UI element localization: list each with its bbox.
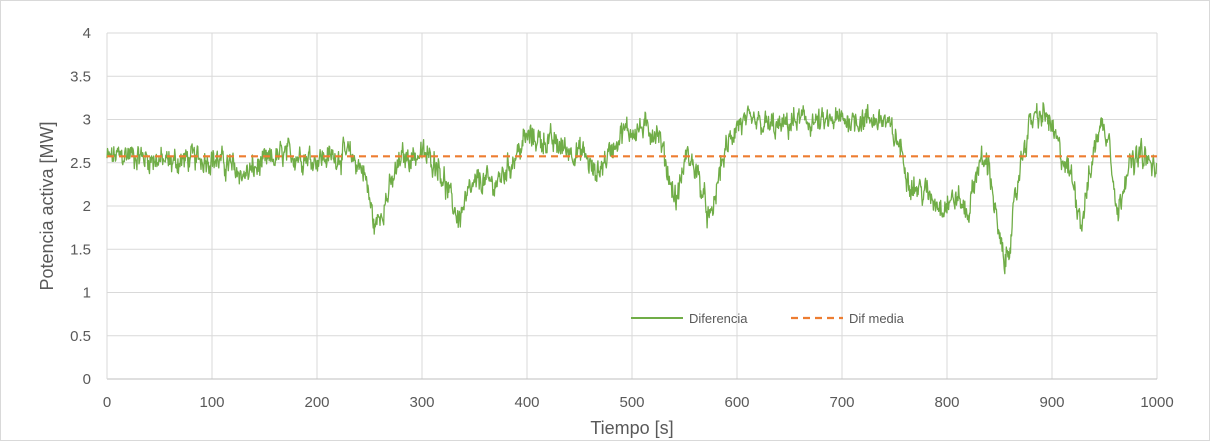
legend-label: Dif media	[849, 311, 905, 326]
y-tick-labels: 0 0.5 1 1.5 2 2.5 3 3.5 4	[70, 25, 91, 388]
x-tick-label: 900	[1039, 394, 1064, 411]
x-axis-title: Tiempo [s]	[590, 418, 673, 438]
y-tick-label: 4	[83, 25, 91, 42]
x-tick-label: 200	[304, 394, 329, 411]
y-tick-label: 3	[83, 112, 91, 129]
y-tick-label: 0	[83, 371, 91, 388]
y-tick-label: 0.5	[70, 328, 91, 345]
series-line-diferencia	[106, 102, 1158, 275]
y-tick-label: 2.5	[70, 155, 91, 172]
legend: Diferencia Dif media	[631, 311, 905, 326]
x-tick-labels: 0 100 200 300 400 500 600 700 800 900 1000	[103, 394, 1174, 411]
y-tick-label: 2	[83, 198, 91, 215]
x-tick-label: 700	[829, 394, 854, 411]
x-tick-label: 400	[514, 394, 539, 411]
y-tick-label: 3.5	[70, 68, 91, 85]
y-tick-label: 1.5	[70, 241, 91, 258]
x-tick-label: 0	[103, 394, 111, 411]
x-tick-label: 500	[619, 394, 644, 411]
grid-lines	[106, 32, 1158, 380]
y-tick-label: 1	[83, 285, 91, 302]
x-tick-label: 300	[409, 394, 434, 411]
legend-label: Diferencia	[689, 311, 748, 326]
series-layer	[106, 102, 1158, 275]
x-tick-label: 1000	[1140, 394, 1173, 411]
x-tick-label: 100	[199, 394, 224, 411]
x-tick-label: 600	[724, 394, 749, 411]
y-axis-title: Potencia activa [MW]	[37, 121, 57, 290]
x-tick-label: 800	[934, 394, 959, 411]
